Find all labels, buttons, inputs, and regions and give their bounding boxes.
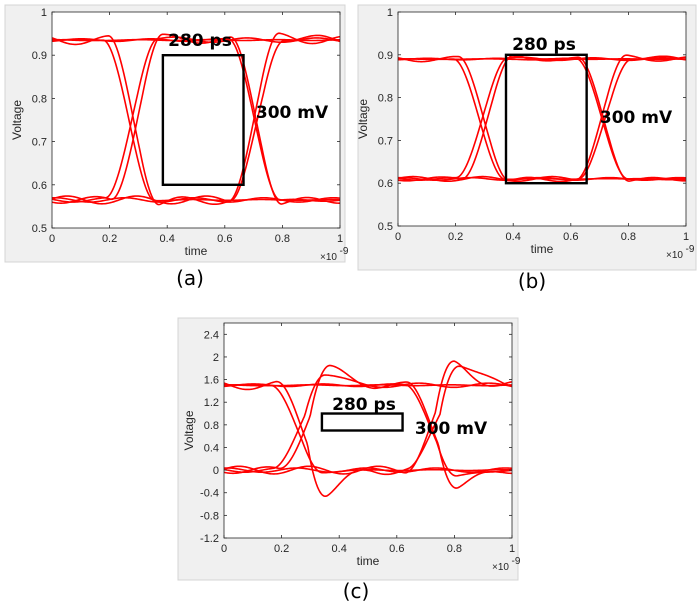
- eye-trace: [398, 56, 686, 181]
- x-exponent: ×10: [320, 252, 337, 263]
- axes-box: [397, 11, 687, 227]
- x-exponent: ×10: [666, 250, 683, 261]
- chart-panel-a: 0 0.2 0.4 0.6 0.8 1 0.5 0.6 0.7 0.8 0.9 1 time Voltag…: [4, 4, 349, 290]
- eye-width-annotation: 280 ps: [332, 395, 396, 415]
- y-axis-label: Voltage: [10, 100, 24, 140]
- x-tick-label: 0.2: [274, 543, 289, 555]
- x-tick-label: 0: [49, 233, 55, 245]
- eye-opening-box: [504, 53, 588, 185]
- y-tick-label: 1.2: [204, 397, 219, 409]
- eye-trace: [52, 32, 340, 205]
- x-tick-label: 0: [395, 231, 401, 243]
- x-tick-label: 0.8: [275, 233, 290, 245]
- y-tick-label: 0.6: [32, 180, 47, 192]
- axes-box: [51, 11, 341, 229]
- eye-height-annotation: 300 mV: [600, 108, 673, 128]
- eye-opening-box: [320, 412, 404, 432]
- x-tick-label: 1: [509, 543, 515, 555]
- panel-caption: (b): [518, 269, 546, 293]
- y-tick-label: 2.4: [204, 329, 219, 341]
- y-tick-label: 0.7: [378, 135, 393, 147]
- plot-area: [398, 12, 686, 226]
- y-axis-label: Voltage: [356, 99, 370, 139]
- y-tick-label: 0.9: [378, 50, 393, 62]
- y-tick-label: -1.2: [200, 533, 219, 545]
- x-tick-label: 1: [683, 231, 689, 243]
- x-tick-label: 0.6: [389, 543, 404, 555]
- x-axis-label: time: [185, 244, 208, 258]
- plot-area: [52, 12, 340, 228]
- x-tick-label: 1: [337, 233, 343, 245]
- x-tick-label: 0.2: [448, 231, 463, 243]
- x-tick-label: 0.2: [102, 233, 117, 245]
- y-tick-label: 1: [387, 7, 393, 19]
- y-tick-label: 0.5: [32, 223, 47, 235]
- chart-panel-b: 0 0.2 0.4 0.6 0.8 1 0.5 0.6 0.7 0.8 0.9 1 time Voltag…: [356, 4, 697, 293]
- x-exponent-power: -9: [340, 246, 349, 257]
- eye-trace: [398, 54, 686, 183]
- x-tick-label: 0.4: [160, 233, 175, 245]
- eye-width-annotation: 280 ps: [512, 35, 576, 55]
- y-tick-label: 0: [213, 465, 219, 477]
- y-tick-label: 0.8: [204, 420, 219, 432]
- y-tick-label: 1.6: [204, 375, 219, 387]
- eye-height-annotation: 300 mV: [415, 419, 488, 439]
- y-tick-label: -0.4: [200, 488, 219, 500]
- x-tick-label: 0: [221, 543, 227, 555]
- x-tick-label: 0.6: [563, 231, 578, 243]
- panel-caption: (a): [176, 266, 204, 290]
- x-tick-label: 0.4: [332, 543, 347, 555]
- x-tick-label: 0.6: [217, 233, 232, 245]
- eye-width-annotation: 280 ps: [168, 31, 232, 51]
- y-tick-label: 0.8: [32, 93, 47, 105]
- y-tick-label: 0.9: [32, 50, 47, 62]
- chart-panel-c: 0 0.2 0.4 0.6 0.8 1 -1.2 -0.8 -0.4 0 0.4 0.8 1.2 1.6 2…: [177, 317, 521, 603]
- eye-opening-box: [161, 54, 245, 187]
- y-tick-label: 0.6: [378, 178, 393, 190]
- y-tick-label: 0.8: [378, 93, 393, 105]
- x-exponent: ×10: [492, 562, 509, 573]
- eye-trace: [398, 58, 686, 181]
- x-tick-label: 0.8: [447, 543, 462, 555]
- eye-trace: [224, 374, 512, 474]
- eye-trace: [52, 36, 340, 203]
- x-axis-label: time: [531, 242, 554, 256]
- x-axis-label: time: [357, 554, 380, 568]
- y-tick-label: 0.7: [32, 137, 47, 149]
- eye-trace: [224, 364, 512, 489]
- x-exponent-power: -9: [512, 556, 521, 567]
- y-tick-label: 0.4: [204, 442, 219, 454]
- y-tick-label: 2: [213, 352, 219, 364]
- axes-box: [223, 322, 513, 539]
- x-tick-label: 0.4: [506, 231, 521, 243]
- x-tick-label: 0.8: [621, 231, 636, 243]
- y-tick-label: 0.5: [378, 221, 393, 233]
- eye-trace: [52, 38, 340, 202]
- eye-trace: [224, 360, 512, 475]
- y-tick-label: -0.8: [200, 510, 219, 522]
- x-exponent-power: -9: [686, 244, 695, 255]
- eye-traces: [398, 54, 686, 183]
- y-tick-label: 1: [41, 7, 47, 19]
- y-axis-label: Voltage: [182, 410, 196, 450]
- eye-traces: [52, 32, 340, 206]
- panel-caption: (c): [343, 579, 370, 603]
- eye-traces: [224, 360, 512, 498]
- eye-height-annotation: 300 mV: [256, 103, 329, 123]
- eye-trace: [224, 384, 512, 474]
